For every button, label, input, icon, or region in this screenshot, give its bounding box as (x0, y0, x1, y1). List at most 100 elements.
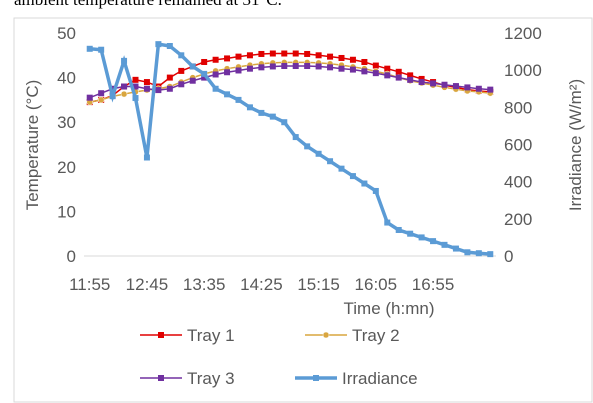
data-point (430, 238, 437, 245)
x-tick-label: 12:45 (126, 275, 169, 294)
y2-tick-label: 800 (504, 98, 532, 117)
data-point (178, 52, 185, 59)
data-point (224, 55, 231, 62)
data-point (372, 187, 379, 194)
data-point (189, 77, 196, 84)
data-point (132, 83, 139, 90)
data-point (304, 50, 311, 57)
y-tick-label: 50 (57, 24, 76, 43)
legend-label: Tray 2 (352, 326, 400, 345)
data-point (349, 173, 356, 180)
y2-tick-label: 400 (504, 173, 532, 192)
data-point (395, 226, 402, 233)
data-point (109, 93, 116, 100)
data-point (109, 85, 116, 92)
x-tick-label: 16:05 (355, 275, 398, 294)
data-point (395, 68, 402, 75)
data-point (235, 67, 242, 74)
data-point (143, 79, 150, 86)
y2-tick-label: 600 (504, 136, 532, 155)
data-point (246, 52, 253, 59)
data-point (246, 65, 253, 72)
data-point (258, 109, 265, 116)
data-point (292, 134, 299, 141)
data-point (258, 64, 265, 71)
data-point (212, 71, 219, 78)
data-point (86, 45, 93, 52)
data-point (224, 91, 231, 98)
data-point (395, 74, 402, 81)
data-point (269, 50, 276, 57)
y2-tick-label: 1000 (504, 61, 542, 80)
data-point (132, 76, 139, 83)
data-point (292, 63, 299, 70)
data-point (441, 81, 448, 88)
data-point (258, 50, 265, 57)
x-tick-label: 13:35 (183, 275, 226, 294)
y2-tick-label: 0 (504, 247, 513, 266)
data-point (304, 143, 311, 150)
data-point (338, 54, 345, 61)
y2-tick-label: 1200 (504, 24, 542, 43)
data-point (372, 70, 379, 77)
y-tick-label: 0 (67, 247, 76, 266)
data-point (178, 81, 185, 88)
data-point (487, 86, 494, 93)
data-point (166, 74, 173, 81)
data-point (407, 230, 414, 237)
data-point (475, 250, 482, 257)
data-point (452, 245, 459, 252)
legend-marker (322, 331, 330, 339)
data-point (269, 113, 276, 120)
data-point (487, 251, 494, 258)
data-point (327, 64, 334, 71)
x-tick-label: 11:55 (69, 275, 110, 294)
data-point (120, 90, 128, 98)
data-point (132, 95, 139, 102)
legend-marker (313, 375, 319, 381)
data-point (212, 56, 219, 63)
data-point (281, 63, 288, 70)
data-point (189, 63, 196, 70)
data-point (178, 67, 185, 74)
data-point (349, 66, 356, 73)
data-point (327, 158, 334, 165)
data-point (98, 46, 105, 53)
x-tick-label: 16:55 (412, 275, 455, 294)
legend-label: Tray 3 (187, 369, 235, 388)
data-point (452, 83, 459, 90)
data-point (418, 75, 425, 82)
data-point (338, 165, 345, 172)
data-point (155, 41, 162, 48)
data-point (121, 83, 128, 90)
data-point (384, 72, 391, 79)
data-point (246, 104, 253, 111)
data-point (475, 85, 482, 92)
x-axis-title: Time (h:mn) (344, 299, 435, 318)
data-point (441, 241, 448, 248)
y-tick-label: 40 (57, 69, 76, 88)
data-point (292, 50, 299, 57)
y2-axis-title: Irradiance (W/m²) (566, 79, 585, 211)
data-point (384, 219, 391, 226)
data-point (418, 234, 425, 241)
x-tick-label: 15:15 (297, 275, 340, 294)
data-point (407, 76, 414, 83)
legend-marker (158, 332, 164, 338)
y-tick-label: 20 (57, 158, 76, 177)
data-point (384, 65, 391, 72)
data-point (235, 96, 242, 103)
data-point (121, 57, 128, 64)
data-point (201, 70, 208, 77)
y-tick-label: 30 (57, 113, 76, 132)
y-axis-title: Temperature (°C) (23, 80, 42, 211)
legend-label: Tray 1 (187, 326, 235, 345)
data-point (315, 150, 322, 157)
data-point (464, 249, 471, 256)
data-point (143, 154, 150, 161)
data-point (349, 56, 356, 63)
data-point (315, 52, 322, 59)
data-point (166, 85, 173, 92)
